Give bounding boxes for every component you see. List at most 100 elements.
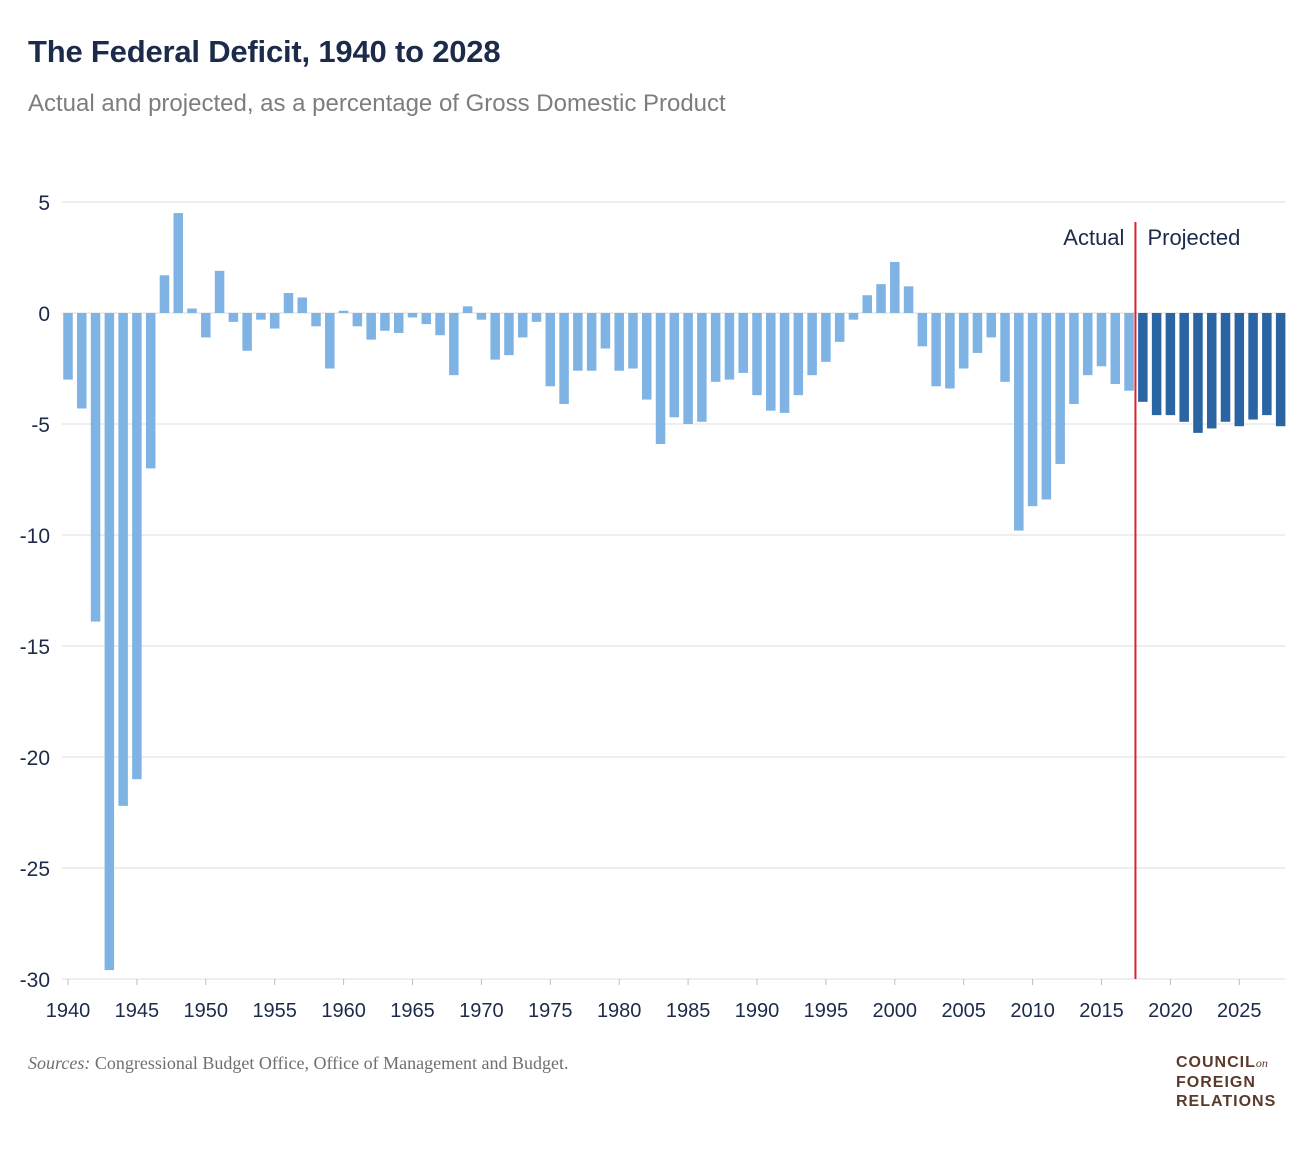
bar-actual-2011 bbox=[1041, 313, 1052, 500]
bar-actual-1962 bbox=[366, 313, 376, 340]
x-tick-label: 1970 bbox=[459, 1000, 504, 1022]
bar-projected-2019 bbox=[1151, 313, 1162, 416]
x-tick-label: 2010 bbox=[1010, 1000, 1055, 1022]
bar-actual-1981 bbox=[628, 313, 638, 369]
bar-actual-2002 bbox=[917, 313, 928, 347]
bar-actual-1945 bbox=[132, 313, 142, 780]
y-tick-label: -20 bbox=[20, 747, 50, 770]
logo-line1: COUNCIL bbox=[1176, 1054, 1256, 1071]
x-tick-label: 2015 bbox=[1079, 1000, 1124, 1022]
x-tick-label: 2020 bbox=[1148, 1000, 1193, 1022]
bar-actual-1990 bbox=[752, 313, 762, 396]
bar-actual-1954 bbox=[256, 313, 266, 320]
bar-actual-2010 bbox=[1027, 313, 1038, 507]
bar-actual-1950 bbox=[201, 313, 211, 338]
bar-actual-1946 bbox=[145, 313, 156, 469]
bar-actual-1967 bbox=[435, 313, 445, 336]
bar-projected-2021 bbox=[1179, 313, 1189, 422]
bar-actual-1975 bbox=[545, 313, 556, 387]
x-tick-label: 1950 bbox=[184, 1000, 229, 1022]
bar-actual-1969 bbox=[462, 306, 473, 313]
x-tick-label: 1980 bbox=[597, 1000, 642, 1022]
source-note: Sources: Congressional Budget Office, Of… bbox=[28, 1053, 569, 1074]
bar-actual-1974 bbox=[531, 313, 542, 322]
bar-actual-1980 bbox=[614, 313, 624, 371]
bar-actual-1970 bbox=[476, 313, 487, 320]
gridlines bbox=[62, 201, 1285, 980]
bar-actual-1944 bbox=[118, 313, 128, 806]
axes: 5 0 -5 -10 -15 -20 -25 -30 1940 1945 1950 1955 1960 1… bbox=[20, 192, 1262, 1022]
bar-projected-2023 bbox=[1206, 313, 1217, 429]
x-tick-label: 1985 bbox=[666, 1000, 711, 1022]
bar-actual-1996 bbox=[834, 313, 845, 342]
bar-actual-2001 bbox=[903, 286, 914, 313]
y-tick-label: -15 bbox=[20, 636, 50, 659]
x-tick-label: 1955 bbox=[252, 1000, 297, 1022]
bar-projected-2027 bbox=[1262, 313, 1272, 416]
bar-actual-1994 bbox=[807, 313, 817, 376]
bar-actual-1993 bbox=[793, 313, 804, 396]
bar-actual-1941 bbox=[77, 313, 87, 409]
y-tick-label: 0 bbox=[38, 303, 50, 326]
bar-actual-1953 bbox=[242, 313, 252, 351]
bar-actual-1949 bbox=[187, 308, 197, 313]
bars bbox=[63, 213, 1286, 971]
bar-actual-1989 bbox=[738, 313, 748, 373]
bar-actual-2012 bbox=[1055, 313, 1065, 464]
bar-actual-1992 bbox=[779, 313, 790, 413]
bar-actual-1966 bbox=[421, 313, 432, 325]
bar-actual-1972 bbox=[504, 313, 514, 356]
y-tick-label: -10 bbox=[20, 525, 50, 548]
bar-actual-1957 bbox=[297, 297, 308, 313]
bar-actual-1963 bbox=[380, 313, 390, 331]
annotation-actual: Actual bbox=[1063, 225, 1124, 250]
bar-actual-1956 bbox=[283, 293, 294, 313]
bar-actual-2008 bbox=[1000, 313, 1010, 382]
bar-actual-1991 bbox=[766, 313, 776, 411]
bar-actual-1971 bbox=[490, 313, 500, 360]
bar-actual-1942 bbox=[90, 313, 101, 622]
bar-actual-1988 bbox=[724, 313, 735, 380]
logo-on: on bbox=[1255, 1056, 1268, 1070]
bar-actual-1977 bbox=[573, 313, 583, 371]
bar-actual-1983 bbox=[655, 313, 666, 444]
bar-projected-2024 bbox=[1220, 313, 1231, 422]
bar-actual-1984 bbox=[669, 313, 680, 418]
bar-actual-1968 bbox=[449, 313, 459, 376]
bar-projected-2022 bbox=[1193, 313, 1203, 433]
bar-projected-2028 bbox=[1275, 313, 1286, 427]
bar-actual-1940 bbox=[63, 313, 73, 380]
y-tick-label: -30 bbox=[20, 969, 50, 992]
x-tick-label: 1940 bbox=[46, 1000, 91, 1022]
bar-actual-2015 bbox=[1096, 313, 1107, 367]
bar-actual-1985 bbox=[683, 313, 693, 424]
bar-actual-1982 bbox=[642, 313, 652, 400]
bar-actual-2006 bbox=[972, 313, 983, 353]
bar-actual-1965 bbox=[407, 313, 418, 318]
bar-actual-1951 bbox=[214, 270, 225, 313]
bar-actual-2013 bbox=[1069, 313, 1079, 405]
x-tick-label: 1990 bbox=[735, 1000, 780, 1022]
bar-actual-1995 bbox=[821, 313, 831, 362]
bar-actual-1979 bbox=[600, 313, 611, 349]
deficit-bar-chart: 5 0 -5 -10 -15 -20 -25 -30 1940 1945 1950 1955 1960 1… bbox=[20, 192, 1286, 1022]
bar-actual-1948 bbox=[173, 213, 183, 313]
bar-actual-1952 bbox=[228, 313, 239, 322]
bar-actual-1976 bbox=[559, 313, 569, 405]
bar-projected-2025 bbox=[1234, 313, 1245, 427]
bar-actual-2009 bbox=[1014, 313, 1024, 531]
y-tick-label: 5 bbox=[38, 192, 50, 215]
bar-projected-2020 bbox=[1165, 313, 1176, 416]
bar-actual-1973 bbox=[517, 313, 528, 338]
bar-actual-1959 bbox=[325, 313, 335, 369]
bar-actual-2004 bbox=[945, 313, 955, 389]
source-prefix: Sources: bbox=[28, 1053, 91, 1073]
y-tick-label: -5 bbox=[31, 414, 50, 437]
bar-actual-2003 bbox=[931, 313, 941, 387]
logo-line3: RELATIONS bbox=[1176, 1093, 1277, 1110]
x-tick-label: 1965 bbox=[390, 1000, 435, 1022]
x-tick-label: 1945 bbox=[115, 1000, 160, 1022]
x-tick-label: 2000 bbox=[873, 1000, 918, 1022]
bar-actual-1960 bbox=[338, 310, 349, 313]
cfr-logo: COUNCILon FOREIGN RELATIONS bbox=[1176, 1053, 1276, 1111]
